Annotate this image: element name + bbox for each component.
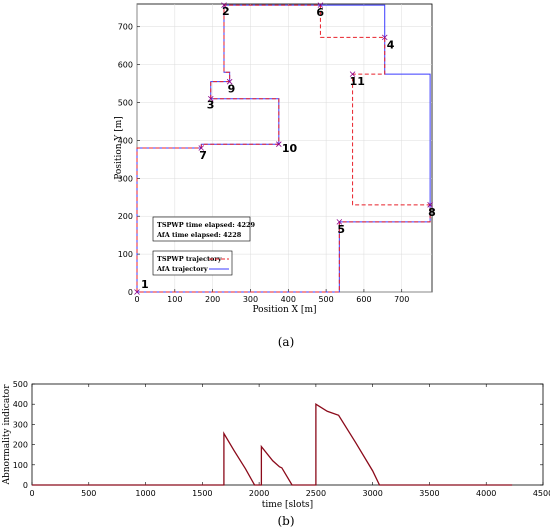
waypoints: 1 2 3 4 5 6 7 8 9 10 11 (134, 2, 436, 295)
abnormality-series (32, 403, 513, 486)
waypoint-label: 4 (387, 38, 395, 51)
caption-a: (a) (278, 335, 295, 349)
waypoint-marker (317, 2, 324, 8)
x-tick-label: 300 (243, 295, 258, 304)
trajectory-chart: 0 100 200 300 400 500 600 700 0 100 200 300 400 500 60… (114, 2, 436, 349)
x-tick-label: 500 (318, 295, 333, 304)
y-tick-label: 400 (118, 136, 133, 145)
x-tick-label: 600 (356, 295, 371, 304)
waypoint-marker (276, 141, 282, 147)
afa-time-elapsed: AfA time elapsed: 4228 (156, 231, 242, 239)
y-tick-label: 100 (13, 461, 28, 470)
legend-label-afa: AfA trajectory (156, 265, 208, 273)
waypoint-marker (226, 78, 233, 85)
time-elapsed-frame (152, 216, 251, 242)
waypoint-marker (349, 71, 356, 77)
waypoint-label: 10 (282, 142, 298, 155)
waypoint-marker (198, 145, 205, 151)
waypoint-label: 1 (141, 278, 149, 291)
x-tick-label: 1500 (192, 489, 212, 498)
y-tick-label: 700 (118, 23, 133, 32)
y-tick-label: 100 (118, 250, 133, 259)
x-tick-label: 200 (205, 295, 220, 304)
waypoint-marker (381, 34, 388, 41)
waypoint-marker (207, 95, 214, 102)
y-tick-label: 0 (128, 288, 133, 297)
abnormality-plot-area (31, 383, 544, 486)
abnormality-line (32, 403, 513, 486)
x-tick-label: 400 (281, 295, 296, 304)
waypoint-label: 3 (207, 99, 215, 112)
x-tick-label: 0 (134, 295, 139, 304)
x-tick-label: 700 (394, 295, 409, 304)
y-tick-label: 200 (13, 441, 28, 450)
waypoint-label: 11 (350, 75, 365, 88)
caption-b: (b) (277, 514, 294, 528)
waypoint-marker (336, 219, 343, 225)
legend-frame (152, 250, 233, 276)
y-tick-label: 500 (118, 99, 133, 108)
tspwp-time-elapsed: TSPWP time elapsed: 4229 (157, 221, 256, 229)
waypoint-marker (427, 202, 433, 208)
waypoint-label: 9 (228, 83, 236, 96)
trajectory-x-axis-label: Position X [m] (252, 305, 316, 315)
y-tick-label: 300 (118, 174, 133, 183)
time-elapsed-box: TSPWP time elapsed: 4229 AfA time elapse… (152, 216, 256, 242)
waypoint-marker (134, 289, 140, 295)
y-tick-label: 600 (118, 61, 133, 70)
y-tick-label: 200 (118, 212, 133, 221)
waypoint-label: 6 (316, 6, 324, 19)
y-tick-label: 400 (13, 400, 28, 409)
y-tick-label: 0 (23, 481, 28, 490)
trajectory-y-axis-label: Position Y [m] (114, 116, 124, 180)
x-tick-label: 2000 (249, 489, 269, 498)
abnormality-y-axis-label: Abnormality indicator (2, 384, 12, 486)
waypoint-marker (221, 2, 227, 8)
waypoint-label: 8 (428, 206, 436, 219)
x-tick-label: 500 (81, 489, 96, 498)
waypoint-label: 2 (222, 5, 230, 18)
trajectory-legend: TSPWP trajectory AfA trajectory (152, 250, 233, 276)
x-tick-label: 2500 (306, 489, 326, 498)
waypoint-label: 5 (337, 223, 345, 236)
x-tick-label: 1000 (135, 489, 155, 498)
x-tick-label: 100 (167, 295, 182, 304)
x-tick-label: 3000 (362, 489, 382, 498)
abnormality-x-axis-label: time [slots] (262, 500, 313, 510)
x-tick-label: 4000 (476, 489, 496, 498)
y-tick-label: 500 (13, 380, 28, 389)
y-tick-label: 300 (13, 420, 28, 429)
trajectory-ticks: 0 100 200 300 400 500 600 700 0 100 200 300 400 500 60… (118, 23, 410, 304)
waypoint-label: 7 (199, 149, 207, 162)
legend-label-tspwp: TSPWP trajectory (157, 255, 222, 263)
x-tick-label: 3500 (419, 489, 439, 498)
x-tick-label: 0 (29, 489, 34, 498)
